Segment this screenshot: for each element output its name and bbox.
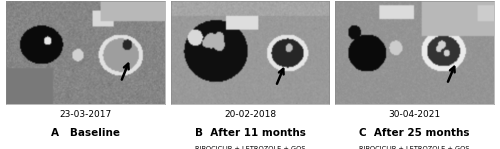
Text: RIBOCICLIB + LETROZOLE + GOS: RIBOCICLIB + LETROZOLE + GOS	[195, 146, 305, 149]
Text: 23-03-2017: 23-03-2017	[59, 110, 112, 119]
Text: RIBOCICLIB + LETROZOLE + GOS: RIBOCICLIB + LETROZOLE + GOS	[360, 146, 470, 149]
Text: 30-04-2021: 30-04-2021	[388, 110, 440, 119]
Text: C  After 25 months: C After 25 months	[360, 128, 470, 138]
Text: A   Baseline: A Baseline	[51, 128, 120, 138]
Text: 20-02-2018: 20-02-2018	[224, 110, 276, 119]
Text: B  After 11 months: B After 11 months	[194, 128, 306, 138]
